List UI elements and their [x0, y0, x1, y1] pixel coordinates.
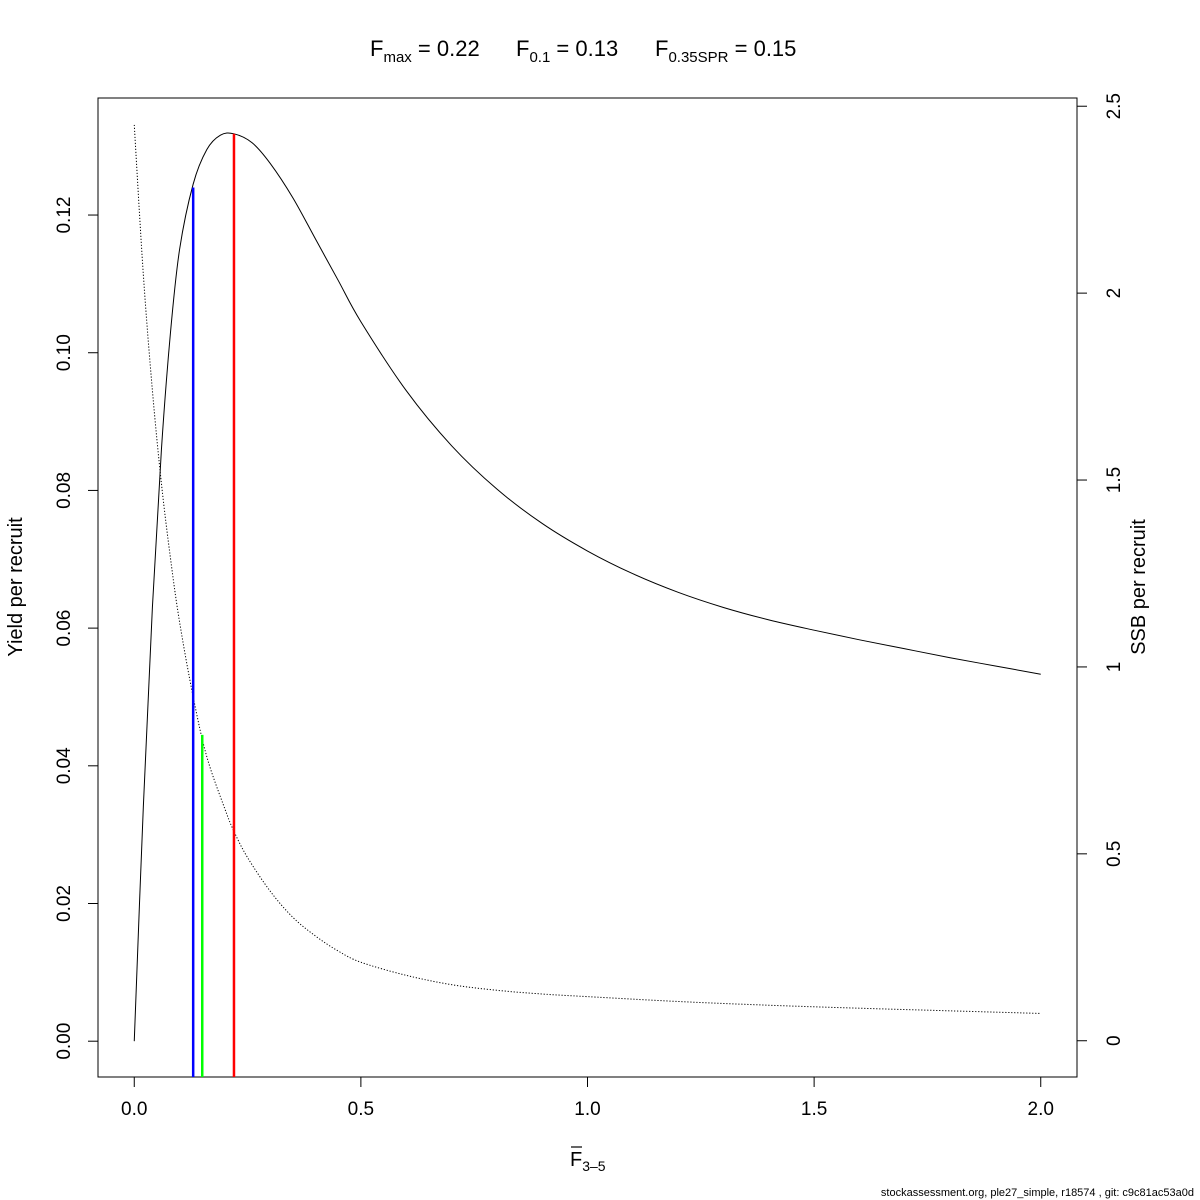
y-tick-label: 0.04 [54, 747, 75, 784]
title-fmax: Fmax = 0.22 [370, 36, 480, 66]
y2-tick-label: 2 [1104, 288, 1125, 299]
y2-tick-label: 2.5 [1104, 93, 1125, 119]
y-axis-right: 0 0.5 1 1.5 2 2.5 [1077, 93, 1125, 1046]
x-axis: 0.0 0.5 1.0 1.5 2.0 [121, 1076, 1054, 1120]
x-tick-label: 2.0 [1028, 1099, 1054, 1120]
y2-tick-label: 1.5 [1104, 467, 1125, 493]
reference-lines [191, 133, 236, 1077]
y-axis-label: Yield per recruit [5, 517, 27, 657]
x-tick-label: 1.0 [574, 1099, 600, 1120]
y-tick-label: 0.00 [54, 1023, 75, 1060]
footer-text: stockassessment.org, ple27_simple, r1857… [881, 1187, 1194, 1199]
y2-tick-label: 1 [1104, 662, 1125, 673]
plot-frame [97, 97, 1078, 1078]
y-axis-left: 0.00 0.02 0.04 0.06 0.08 0.10 0.12 [54, 197, 98, 1060]
x-tick-label: 1.5 [801, 1099, 827, 1120]
y2-tick-label: 0 [1104, 1035, 1125, 1046]
y-tick-label: 0.10 [54, 334, 75, 371]
y2-axis-label: SSB per recruit [1128, 519, 1150, 655]
chart-title: Fmax = 0.22 F0.1 = 0.13 F0.35SPR = 0.15 [370, 36, 796, 66]
y2-tick-label: 0.5 [1104, 841, 1125, 867]
y-tick-label: 0.06 [54, 610, 75, 647]
ssb-per-recruit-line [133, 124, 1041, 1014]
y-tick-label: 0.08 [54, 472, 75, 509]
svg-text:F3–5: F3–5 [570, 1149, 606, 1174]
x-tick-label: 0.0 [121, 1099, 147, 1120]
y-tick-label: 0.02 [54, 885, 75, 922]
title-f01: F0.1 = 0.13 [516, 36, 618, 66]
y-tick-label: 0.12 [54, 197, 75, 234]
x-tick-label: 0.5 [348, 1099, 374, 1120]
series-layer [133, 124, 1041, 1042]
yield-per-recruit-line [133, 132, 1041, 1042]
x-axis-label: F3–5 [570, 1146, 606, 1174]
title-f035spr: F0.35SPR = 0.15 [655, 36, 796, 66]
